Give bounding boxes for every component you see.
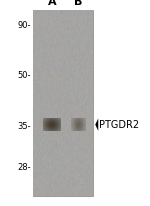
Text: B: B (74, 0, 82, 7)
Text: 28-: 28- (17, 163, 31, 172)
Polygon shape (95, 118, 98, 131)
Text: 50-: 50- (17, 71, 31, 80)
Bar (33, 10, 93, 196)
Text: A: A (48, 0, 57, 7)
Text: 90-: 90- (17, 21, 31, 30)
Text: PTGDR2: PTGDR2 (99, 120, 139, 130)
Text: 35-: 35- (17, 122, 31, 131)
